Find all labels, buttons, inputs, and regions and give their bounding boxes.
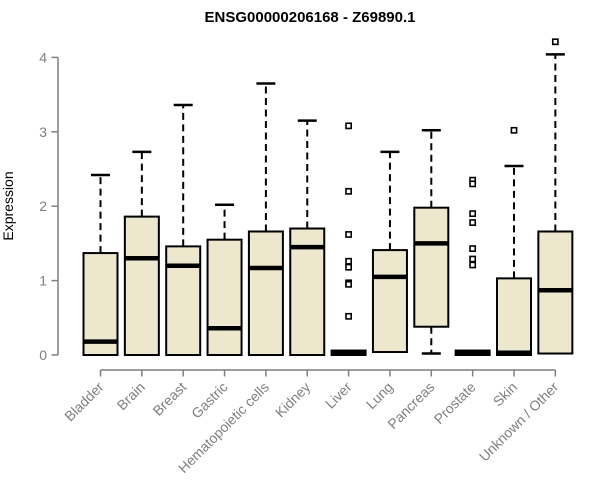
outlier-point-unknown-other (551, 38, 559, 46)
outlier-point-liver (345, 122, 352, 130)
x-axis-tick-label-prostate: Prostate (431, 379, 479, 427)
outlier-point-prostate (469, 219, 477, 226)
box-kidney (289, 227, 326, 357)
outlier-point-prostate (469, 255, 477, 263)
outlier-point-liver (345, 231, 352, 238)
x-axis-tick-label-skin: Skin (490, 379, 521, 410)
y-axis-tick-label: 0 (39, 347, 47, 363)
box-breast (165, 245, 202, 357)
y-axis-tick-label: 1 (39, 273, 47, 289)
y-axis-tick-label: 4 (39, 49, 47, 65)
outlier-point-liver (345, 187, 352, 195)
outlier-point-prostate (469, 245, 477, 253)
x-axis-tick-label-kidney: Kidney (272, 379, 314, 421)
x-axis-tick-label-brain: Brain (114, 379, 148, 413)
chart-title: ENSG00000206168 - Z69890.1 (205, 9, 416, 26)
outlier-point-liver (345, 312, 352, 320)
box-skin (496, 277, 532, 357)
box-bladder (82, 252, 119, 357)
outlier-point-liver (345, 263, 352, 271)
x-axis-tick-label-liver: Liver (322, 379, 355, 412)
outlier-point-liver (345, 280, 352, 288)
outlier-point-liver (345, 257, 352, 265)
x-axis-tick-label-bladder: Bladder (61, 379, 107, 425)
box-lung (371, 249, 408, 354)
x-axis-tick-label-lung: Lung (363, 379, 396, 412)
outlier-point-prostate (469, 261, 477, 269)
y-axis-tick-label: 3 (39, 124, 47, 140)
y-axis-tick-label: 2 (39, 198, 47, 214)
outlier-point-prostate (469, 210, 477, 218)
box-hematopoietic-cells (247, 230, 284, 356)
box-brain (123, 215, 160, 356)
y-axis-title: Expression (0, 171, 16, 240)
outlier-point-skin (510, 126, 518, 134)
outlier-point-prostate (469, 180, 477, 188)
box-pancreas (413, 206, 450, 328)
x-axis-tick-label-breast: Breast (149, 379, 189, 419)
box-gastric (206, 238, 243, 356)
